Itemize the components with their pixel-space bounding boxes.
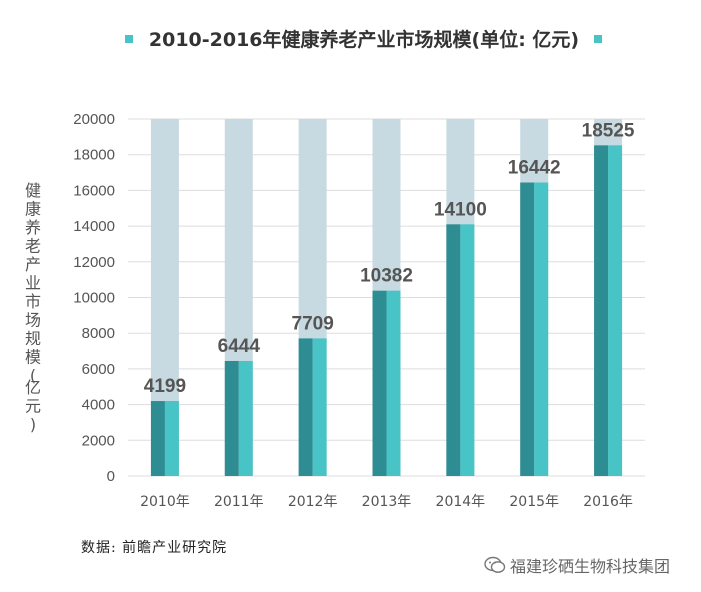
- legend-marker-left: [125, 35, 133, 43]
- data-label-3: 10382: [360, 266, 413, 287]
- legend-marker-right: [594, 35, 602, 43]
- y-tick-6000: 6000: [82, 361, 115, 378]
- y-axis-label-char: (: [30, 366, 36, 385]
- bar-0-dark: [150, 401, 165, 476]
- y-tick-2000: 2000: [82, 432, 115, 449]
- y-tick-8000: 8000: [82, 325, 115, 342]
- x-tick-6: 2016年: [583, 494, 633, 510]
- bar-1-light: [238, 360, 253, 476]
- watermark-text: 福建珍硒生物科技集团: [510, 557, 671, 576]
- x-tick-labels: 2010年 2011年 2012年 2013年 2014年 2015年 2016年: [140, 494, 633, 510]
- y-axis-label-char: 市: [25, 292, 41, 311]
- data-label-6: 18525: [582, 120, 635, 141]
- data-label-2: 7709: [292, 313, 334, 334]
- y-tick-labels: 0 2000 4000 6000 8000 10000 12000 14000 16000 180…: [73, 111, 115, 485]
- wechat-icon: [484, 556, 506, 573]
- data-labels: 4199 6444 7709 10382 14100 16442 18525: [144, 120, 635, 397]
- bar-0-light: [164, 401, 179, 476]
- x-tick-5: 2015年: [509, 494, 559, 510]
- y-axis-label-char: 产: [25, 255, 41, 274]
- chart-title: 2010-2016年健康养老产业市场规模(单位: 亿元): [149, 28, 579, 51]
- data-label-4: 14100: [434, 199, 487, 220]
- x-tick-2: 2012年: [288, 494, 338, 510]
- x-tick-3: 2013年: [362, 494, 412, 510]
- y-tick-14000: 14000: [73, 218, 115, 235]
- y-axis-label-char: 模: [25, 348, 41, 367]
- source-note: 数据: 前瞻产业研究院: [81, 540, 228, 556]
- bar-1-dark: [224, 360, 239, 476]
- x-tick-1: 2011年: [214, 494, 264, 510]
- bar-2-light: [312, 338, 327, 476]
- y-axis-label: 健康养老产业市场规模(亿元): [25, 181, 41, 434]
- x-tick-4: 2014年: [436, 494, 486, 510]
- y-axis-label-char: 亿: [25, 378, 41, 397]
- data-label-1: 6444: [218, 336, 261, 357]
- y-tick-16000: 16000: [73, 182, 115, 199]
- y-tick-12000: 12000: [73, 254, 115, 271]
- y-axis-label-char: 规: [25, 329, 41, 348]
- y-axis-label-char: 康: [25, 200, 41, 219]
- y-axis-label-char: 养: [25, 218, 41, 237]
- bar-2-dark: [298, 338, 313, 476]
- bar-6-light: [608, 145, 623, 477]
- y-axis-label-char: 元: [25, 397, 41, 416]
- bar-5-dark: [520, 182, 535, 476]
- watermark: 福建珍硒生物科技集团: [484, 553, 670, 577]
- data-bars: [150, 145, 623, 477]
- y-axis-label-char: 老: [25, 237, 41, 256]
- y-tick-20000: 20000: [73, 111, 115, 128]
- chart-title-group: 2010-2016年健康养老产业市场规模(单位: 亿元): [125, 28, 602, 51]
- y-tick-0: 0: [107, 468, 115, 485]
- y-axis-label-char: 健: [25, 181, 41, 200]
- y-axis-label-char: ): [30, 415, 36, 434]
- data-label-5: 16442: [508, 158, 561, 179]
- bar-4-light: [460, 224, 475, 476]
- y-axis-label-char: 场: [25, 311, 41, 330]
- y-tick-4000: 4000: [82, 397, 115, 414]
- bar-3-dark: [372, 290, 387, 476]
- bar-3-light: [386, 290, 401, 476]
- x-tick-0: 2010年: [140, 494, 190, 510]
- bar-6-dark: [594, 145, 609, 477]
- bar-4-dark: [446, 224, 461, 476]
- y-tick-18000: 18000: [73, 147, 115, 164]
- y-tick-10000: 10000: [73, 290, 115, 307]
- y-axis-label-char: 业: [25, 274, 41, 293]
- data-label-0: 4199: [144, 376, 186, 397]
- bar-5-light: [534, 182, 549, 476]
